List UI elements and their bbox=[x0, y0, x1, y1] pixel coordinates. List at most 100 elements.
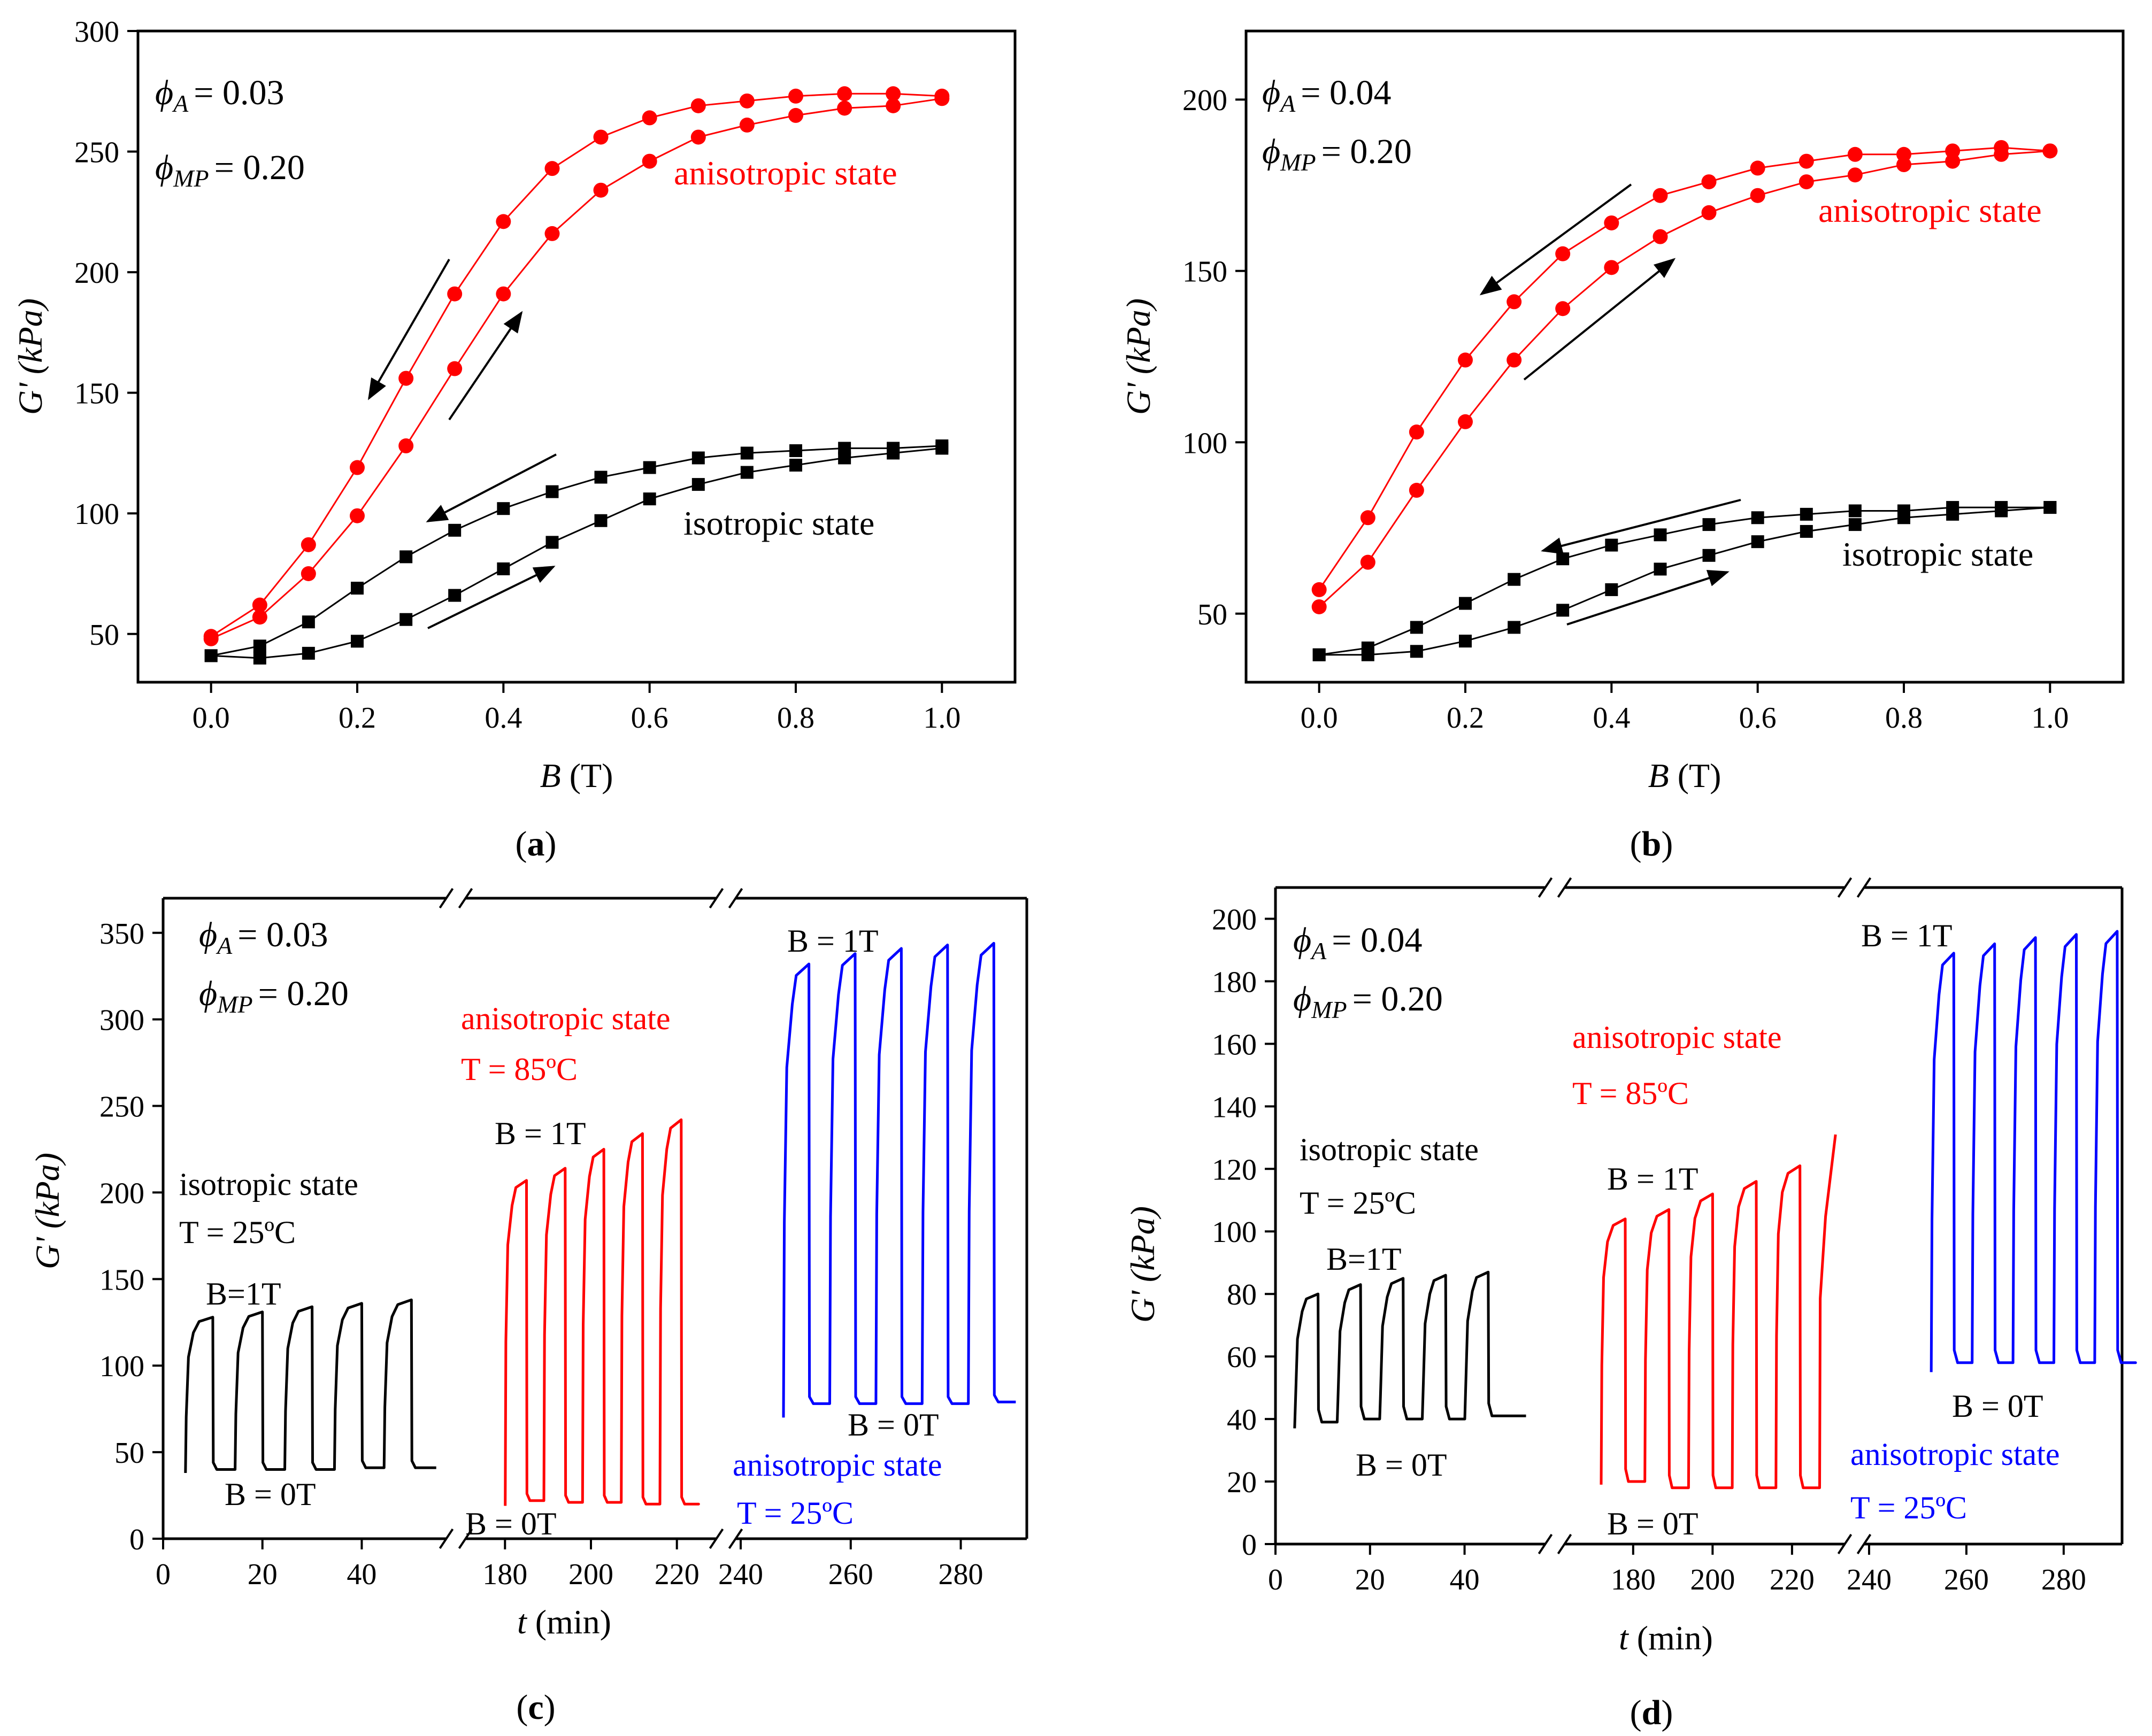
b-point-circle bbox=[1701, 174, 1717, 190]
b-series-line-1 bbox=[1318, 146, 2050, 590]
panel-b-arrow-aniso-down bbox=[1479, 183, 1632, 296]
a-point-square bbox=[399, 550, 413, 564]
panel-b-anisotropic-label: anisotropic state bbox=[1818, 191, 2042, 229]
b-ytick-label: 50 bbox=[1197, 598, 1227, 631]
a-point-circle bbox=[301, 566, 316, 581]
d-trace-red bbox=[1600, 1134, 1837, 1490]
panel-c-xlabel: t (min) bbox=[517, 1603, 611, 1641]
a-xtick-label: 0.4 bbox=[485, 701, 522, 735]
a-point-circle bbox=[252, 597, 267, 613]
b-point-circle bbox=[1847, 167, 1863, 183]
panel-b-data-marks bbox=[1311, 140, 2058, 661]
c-xtick-label: 180 bbox=[482, 1558, 527, 1591]
d-axis-break-mark bbox=[1837, 1533, 1853, 1555]
panel-c-hot-b-off: B = 0T bbox=[465, 1506, 557, 1541]
a-point-square bbox=[545, 485, 559, 498]
a-point-square bbox=[643, 461, 656, 474]
panel-c-chart: 0 50 100 150 200 250 300 350 0 20 40 180 200 220 240 26… bbox=[28, 888, 1028, 1727]
a-ytick-label: 200 bbox=[74, 257, 119, 290]
a-point-circle bbox=[447, 286, 463, 302]
a-ytick-label: 50 bbox=[89, 619, 119, 652]
a-point-circle bbox=[593, 129, 609, 145]
panel-d-iso-state: isotropic state bbox=[1300, 1132, 1479, 1167]
panel-d-xlabel: t (min) bbox=[1619, 1619, 1713, 1657]
b-point-circle bbox=[1994, 140, 2009, 155]
a-point-circle bbox=[447, 361, 463, 376]
panel-c-panel-label: (c) bbox=[516, 1688, 555, 1727]
a-point-circle bbox=[837, 86, 852, 102]
d-xtick-label: 40 bbox=[1450, 1563, 1480, 1596]
c-trace-black bbox=[184, 1298, 436, 1473]
panel-b-panel-label: (b) bbox=[1630, 824, 1673, 863]
a-xtick-label: 0.0 bbox=[193, 701, 230, 735]
panel-c-cold-b-on: B = 1T bbox=[787, 923, 879, 959]
c-xtick-label: 280 bbox=[939, 1558, 983, 1591]
c-xtick-label: 40 bbox=[347, 1558, 376, 1591]
panel-a-arrow-iso-down bbox=[426, 453, 557, 522]
panel-c-hot-temp: T = 85ºC bbox=[461, 1052, 578, 1087]
b-point-square bbox=[1751, 535, 1764, 549]
c-axis-break-mark bbox=[709, 1528, 724, 1549]
b-xtick-label: 1.0 bbox=[2031, 701, 2069, 735]
a-point-square bbox=[545, 536, 559, 549]
d-xtick-label: 240 bbox=[1847, 1563, 1892, 1596]
d-ytick-label: 120 bbox=[1212, 1153, 1257, 1186]
panel-c-phi-mp: ϕMP = 0.20 bbox=[199, 974, 349, 1018]
b-point-circle bbox=[1360, 510, 1375, 526]
panel-c-axis-ticks: 0 50 100 150 200 250 300 350 0 20 40 180 200 220 240 26… bbox=[99, 917, 983, 1591]
b-series-line-2 bbox=[1319, 506, 2050, 656]
a-point-circle bbox=[398, 438, 414, 453]
b-point-square bbox=[1459, 597, 1472, 610]
panel-b-arrow-iso-down bbox=[1541, 499, 1741, 554]
b-point-circle bbox=[1604, 260, 1619, 275]
b-point-circle bbox=[1604, 215, 1619, 230]
panel-c-plot-frame bbox=[162, 888, 1028, 1549]
d-ytick-label: 200 bbox=[1212, 903, 1257, 936]
b-point-circle bbox=[1653, 188, 1668, 203]
b-point-square bbox=[1605, 583, 1618, 596]
a-point-square bbox=[351, 635, 364, 648]
panel-d-phi-mp: ϕMP = 0.20 bbox=[1293, 979, 1443, 1023]
d-ytick-label: 80 bbox=[1227, 1278, 1257, 1311]
c-ytick-label: 250 bbox=[99, 1091, 144, 1124]
b-point-square bbox=[1556, 552, 1570, 566]
a-point-square bbox=[643, 492, 656, 506]
a-series-line-0 bbox=[211, 97, 942, 640]
a-point-circle bbox=[496, 286, 511, 302]
a-point-circle bbox=[544, 161, 560, 176]
b-point-circle bbox=[1799, 174, 1814, 190]
a-point-square bbox=[302, 615, 315, 629]
b-point-square bbox=[2043, 501, 2057, 514]
panel-a-data-marks bbox=[203, 86, 950, 665]
a-xtick-label: 1.0 bbox=[923, 701, 960, 735]
a-point-circle bbox=[690, 129, 706, 145]
c-ytick-label: 100 bbox=[99, 1350, 144, 1383]
panel-d-hot-temp: T = 85ºC bbox=[1572, 1076, 1689, 1111]
b-point-square bbox=[1897, 504, 1910, 518]
panel-d-cold-state: anisotropic state bbox=[1850, 1437, 2060, 1472]
b-point-circle bbox=[1896, 146, 1911, 162]
panel-c-cold-temp: T = 25ºC bbox=[737, 1495, 854, 1531]
panel-b-isotropic-label: isotropic state bbox=[1842, 535, 2033, 573]
b-point-square bbox=[1800, 507, 1813, 521]
panel-a-anisotropic-label: anisotropic state bbox=[674, 154, 897, 192]
c-axis-break-mark bbox=[439, 1528, 454, 1549]
a-series-line-3 bbox=[211, 445, 942, 657]
b-point-square bbox=[1654, 562, 1667, 576]
b-xtick-label: 0.2 bbox=[1447, 701, 1484, 735]
panel-d-chart: 0 20 40 60 80 100 120 140 160 180 200 0 20 40 180 200 22… bbox=[1124, 877, 2137, 1732]
a-ytick-label: 300 bbox=[74, 16, 119, 49]
b-point-circle bbox=[1409, 483, 1424, 498]
b-point-circle bbox=[1555, 246, 1571, 261]
c-ytick-label: 0 bbox=[129, 1523, 144, 1556]
d-ytick-label: 60 bbox=[1227, 1341, 1257, 1374]
b-point-circle bbox=[1701, 205, 1717, 220]
a-point-circle bbox=[203, 629, 219, 644]
d-xtick-label: 280 bbox=[2041, 1563, 2086, 1596]
panel-a-panel-label: (a) bbox=[516, 824, 557, 863]
panel-d-plot-frame bbox=[1274, 877, 2124, 1555]
panel-a-phi-mp: ϕMP = 0.20 bbox=[155, 148, 305, 192]
d-axis-break-mark bbox=[1837, 877, 1853, 898]
b-series-line-0 bbox=[1318, 150, 2050, 608]
